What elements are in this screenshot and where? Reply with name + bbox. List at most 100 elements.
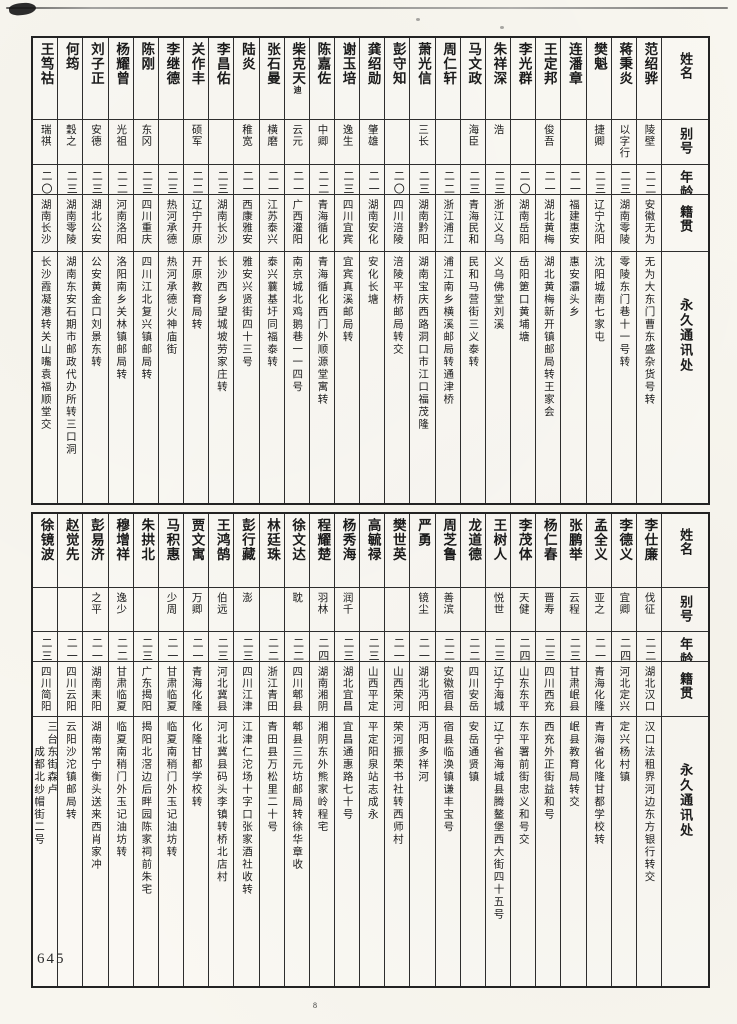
person-name-cell: 龚绍勋 — [360, 38, 385, 120]
person-address-cell: 湖南东安石期市邮政代办所转三口洞 — [64, 256, 76, 456]
person-address-cell: 民和马营街三义泰转 — [467, 256, 479, 369]
person-origin-cell: 河北冀县 — [209, 662, 234, 717]
person-alias-cell: 三长 — [410, 120, 435, 165]
person-name-cell: 孟全义 — [586, 514, 611, 588]
person-column: 刘子正 安德 二三 湖北公安 公安黄金口刘景东转 — [82, 38, 108, 503]
person-age-cell: 二二 — [184, 165, 209, 195]
person-origin-cell: 山东东平 — [511, 662, 536, 717]
person-column: 徐镜波 二三 四川简阳 三台东街森卢 成都北纱帽街二号 — [33, 514, 58, 986]
person-column: 蒋秉炎 以字行 二三 湖南零陵 零陵东门巷十一号转 — [610, 38, 636, 503]
person-origin-cell: 湖南零陵 — [611, 195, 636, 252]
person-alias-cell — [158, 120, 184, 165]
person-column: 周仁轩 二二 浙江浦江 浦江南乡横溪邮局转通津桥 — [434, 38, 460, 503]
person-column: 李德义 宜卿 二四 河北定兴 定兴杨村镇 — [610, 514, 636, 986]
person-origin-cell: 湖南岳阳 — [511, 195, 536, 252]
footnote-mark: 8 — [313, 1001, 317, 1010]
person-age-cell: 二三 — [133, 632, 158, 662]
person-age-cell: 二三 — [209, 632, 234, 662]
person-address-cell: 涪陵平桥邮局转交 — [391, 256, 403, 356]
person-name-cell: 李光群 — [511, 38, 536, 120]
person-name-cell: 陈刚 — [133, 38, 158, 120]
person-column: 龚绍勋 肇雄 二一 湖南安化 安化长塘 — [359, 38, 385, 503]
person-address-cell: 东平署前街忠义和号交 — [517, 721, 529, 846]
person-name-cell: 朱祥深 — [485, 38, 511, 120]
person-name-cell: 张鹏举 — [561, 514, 586, 588]
person-origin-cell: 四川郫县 — [284, 662, 309, 717]
person-name-cell: 李德义 — [611, 514, 636, 588]
person-age-cell: 二一 — [536, 165, 561, 195]
person-origin-cell: 辽宁海城 — [485, 662, 511, 717]
person-origin-cell: 甘肃临夏 — [108, 662, 133, 717]
person-address-cell: 湖北黄梅新开镇邮局转王家会 — [542, 256, 554, 419]
person-address-cell: 泰兴蘘基圩同福泰转 — [266, 256, 278, 369]
person-name-cell: 徐镜波 — [33, 514, 58, 588]
person-address-cell: 青海循化西门外顺源堂寓转 — [316, 256, 328, 406]
person-alias-cell: 捷卿 — [586, 120, 611, 165]
person-alias-cell: 天健 — [511, 588, 536, 632]
row-label-name: 姓名 — [662, 514, 708, 588]
person-alias-cell — [133, 588, 158, 632]
person-column: 陈刚 东冈 二三 四川重庆 四川江北复兴镇邮局转 — [132, 38, 158, 503]
person-origin-cell: 湖南湘阴 — [309, 662, 334, 717]
person-column: 王鸿鹄 伯远 二三 河北冀县 河北冀县码头李镇转桥北店村 — [208, 514, 234, 986]
person-address-cell: 公安黄金口刘景东转 — [90, 256, 102, 369]
person-origin-cell: 青海循化 — [309, 195, 334, 252]
person-alias-cell — [435, 120, 460, 165]
person-age-cell: 二二 — [108, 632, 133, 662]
person-name-cell: 何筠 — [58, 38, 83, 120]
person-name-cell: 萧光信 — [410, 38, 435, 120]
person-name-cell: 王定邦 — [536, 38, 561, 120]
person-alias-cell — [385, 588, 410, 632]
person-address-cell: 洛阳南乡关林镇邮局转 — [115, 256, 127, 381]
person-name-cell: 朱拱北 — [133, 514, 158, 588]
person-name-cell: 连潘章 — [561, 38, 586, 120]
person-age-cell: 二一 — [83, 632, 108, 662]
person-name-cell: 杨仁春 — [536, 514, 561, 588]
person-age-cell: 二〇 — [385, 165, 410, 195]
person-alias-cell — [360, 588, 385, 632]
person-age-cell: 二二 — [108, 165, 133, 195]
person-address-cell: 宜昌通惠路七十号 — [341, 721, 353, 821]
person-origin-cell: 湖北宜昌 — [334, 662, 360, 717]
person-address-cell: 临夏南稍门外玉记油坊转 — [115, 721, 127, 859]
person-age-cell: 二一 — [410, 632, 435, 662]
person-column: 彭守知 二〇 四川涪陵 涪陵平桥邮局转交 — [384, 38, 410, 503]
person-name-cell: 关作丰 — [184, 38, 209, 120]
person-age-cell: 二一 — [259, 165, 284, 195]
person-name-cell: 李昌佑 — [209, 38, 234, 120]
person-origin-cell: 山西平定 — [360, 662, 385, 717]
person-name-cell: 谢玉培 — [334, 38, 360, 120]
person-age-cell: 二三 — [360, 632, 385, 662]
person-alias-cell: 中卿 — [309, 120, 334, 165]
person-address-cell: 岷县教育局转交 — [568, 721, 580, 809]
person-origin-cell: 浙江青田 — [259, 662, 284, 717]
person-name-cell: 李仕廉 — [636, 514, 661, 588]
person-column: 王定邦 俊吾 二一 湖北黄梅 湖北黄梅新开镇邮局转王家会 — [535, 38, 561, 503]
row-label-alias: 别号 — [662, 120, 708, 165]
person-age-cell: 二二 — [284, 632, 309, 662]
person-name-cell: 王笃祜 — [33, 38, 58, 120]
person-name-cell: 杨秀海 — [334, 514, 360, 588]
person-origin-cell: 湖南黔阳 — [410, 195, 435, 252]
person-alias-cell: 逸少 — [108, 588, 133, 632]
person-age-cell: 二二 — [435, 632, 460, 662]
person-origin-cell: 湖北汉口 — [636, 662, 661, 717]
person-name-cell: 彭守知 — [385, 38, 410, 120]
person-origin-cell: 四川安岳 — [460, 662, 485, 717]
person-age-cell: 二二 — [309, 165, 334, 195]
person-age-cell: 二一 — [58, 632, 83, 662]
person-name-cell: 李继德 — [158, 38, 184, 120]
person-column: 范绍骅 陵壁 二二 安徽无为 无为大东门曹东盛杂货号转 — [635, 38, 661, 503]
row-label-age: 年龄 — [662, 165, 708, 195]
person-column: 陈嘉佐 中卿 二二 青海循化 青海循化西门外顺源堂寓转 — [308, 38, 334, 503]
person-alias-cell: 稚宽 — [234, 120, 259, 165]
person-column: 樊世英 二一 山西荣河 荣河振荣书社转西师村 — [384, 514, 410, 986]
person-origin-cell: 青海化隆 — [586, 662, 611, 717]
person-column: 孟全义 亚之 二一 青海化隆 青海省化隆甘都学校转 — [585, 514, 611, 986]
person-column: 何筠 穀之 二三 湖南零陵 湖南东安石期市邮政代办所转三口洞 — [57, 38, 83, 503]
person-alias-cell: 云程 — [561, 588, 586, 632]
person-origin-cell: 广西灌阳 — [284, 195, 309, 252]
person-origin-cell: 湖北公安 — [83, 195, 108, 252]
person-alias-cell — [209, 120, 234, 165]
person-origin-cell: 湖南长沙 — [209, 195, 234, 252]
